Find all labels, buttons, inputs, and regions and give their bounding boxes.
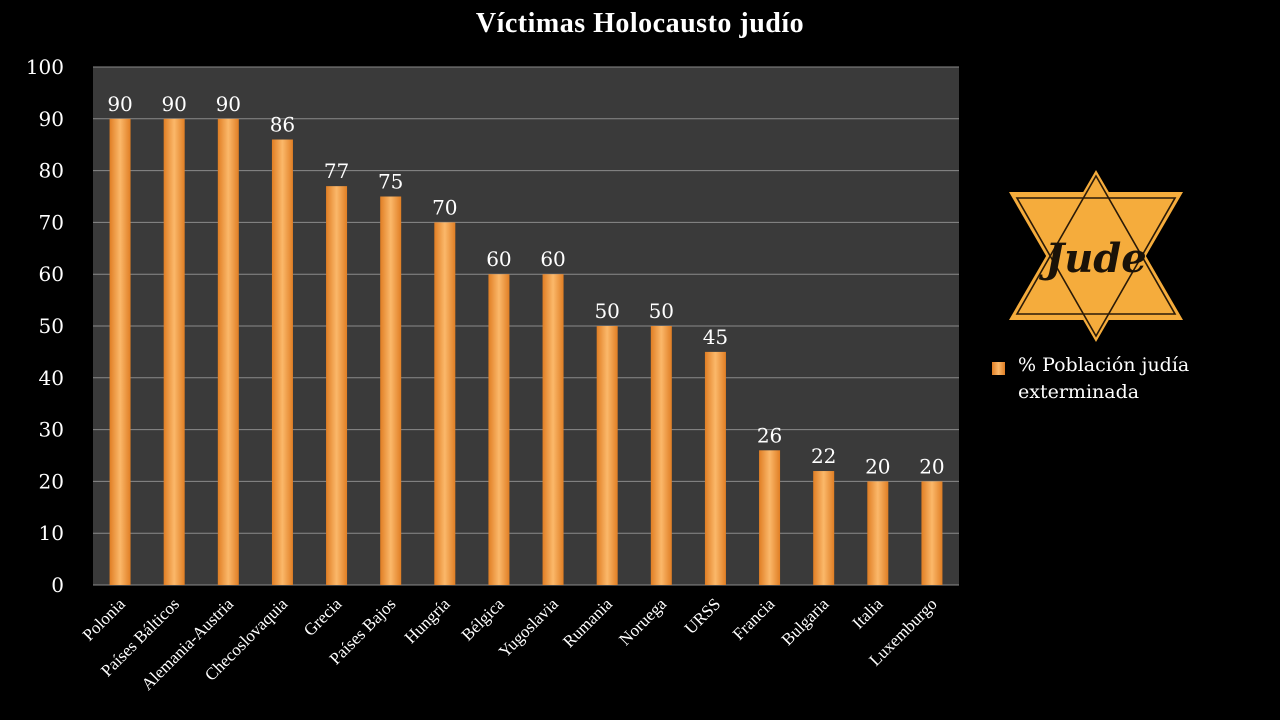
- bar: [596, 326, 618, 585]
- x-category-label: Alemania-Austria: [138, 594, 238, 694]
- bar: [650, 326, 672, 585]
- bar: [813, 471, 835, 585]
- x-category-label: Francia: [729, 594, 779, 644]
- bar: [163, 118, 185, 586]
- star-of-david-icon: Jude: [1009, 170, 1183, 342]
- chart-title: Víctimas Holocausto judío: [475, 8, 805, 39]
- bar: [704, 351, 726, 585]
- x-category-label: Bélgica: [458, 594, 508, 644]
- data-labels: 90 90 90 86 77 75 70 60 60 50 50 45 26 22 20 20: [107, 92, 944, 479]
- y-tick-label: 10: [39, 521, 64, 545]
- y-tick-label: 90: [39, 107, 64, 131]
- bars: [109, 118, 943, 586]
- data-label: 50: [649, 299, 674, 323]
- bar: [326, 186, 348, 585]
- bar: [380, 196, 402, 585]
- data-label: 20: [865, 454, 890, 478]
- data-label: 22: [811, 444, 836, 468]
- data-label: 90: [216, 92, 241, 116]
- x-category-label: Noruega: [615, 594, 670, 649]
- data-label: 90: [161, 92, 186, 116]
- x-category-label: Yugoslavia: [495, 594, 562, 661]
- data-label: 20: [919, 454, 944, 478]
- legend-label: % Población judía exterminada: [1018, 354, 1190, 403]
- data-label: 26: [757, 423, 782, 447]
- y-tick-label: 20: [39, 469, 64, 493]
- x-category-label: Bulgaria: [778, 594, 833, 649]
- bar: [867, 481, 889, 585]
- data-label: 75: [378, 170, 403, 194]
- bar: [217, 118, 239, 586]
- y-tick-label: 30: [39, 418, 64, 442]
- y-tick-label: 70: [39, 210, 64, 234]
- bar: [109, 118, 131, 586]
- data-label: 70: [432, 195, 457, 219]
- x-category-label: URSS: [681, 594, 725, 638]
- data-label: 86: [270, 113, 295, 137]
- data-label: 45: [703, 325, 728, 349]
- data-label: 77: [324, 159, 349, 183]
- y-tick-label: 40: [39, 366, 64, 390]
- bar: [542, 274, 564, 585]
- y-tick-label: 80: [39, 159, 64, 183]
- y-tick-label: 50: [39, 314, 64, 338]
- x-category-label: Hungría: [401, 594, 454, 647]
- data-label: 90: [107, 92, 132, 116]
- y-axis-ticks: 0 10 20 30 40 50 60 70 80 90 100: [26, 55, 64, 597]
- x-category-label: Polonia: [79, 594, 129, 644]
- bar: [759, 450, 781, 585]
- badge-text: Jude: [1038, 235, 1146, 282]
- x-category-label: Grecia: [300, 594, 346, 640]
- x-category-label: Italia: [849, 594, 887, 632]
- y-tick-label: 100: [26, 55, 64, 79]
- bar: [921, 481, 943, 585]
- legend-swatch: [992, 362, 1005, 375]
- y-tick-label: 0: [51, 573, 64, 597]
- bar: [488, 274, 510, 585]
- data-label: 50: [594, 299, 619, 323]
- bar: [434, 222, 456, 585]
- bar: [271, 139, 293, 585]
- data-label: 60: [540, 247, 565, 271]
- x-category-label: Rumania: [559, 594, 616, 651]
- y-tick-label: 60: [39, 262, 64, 286]
- data-label: 60: [486, 247, 511, 271]
